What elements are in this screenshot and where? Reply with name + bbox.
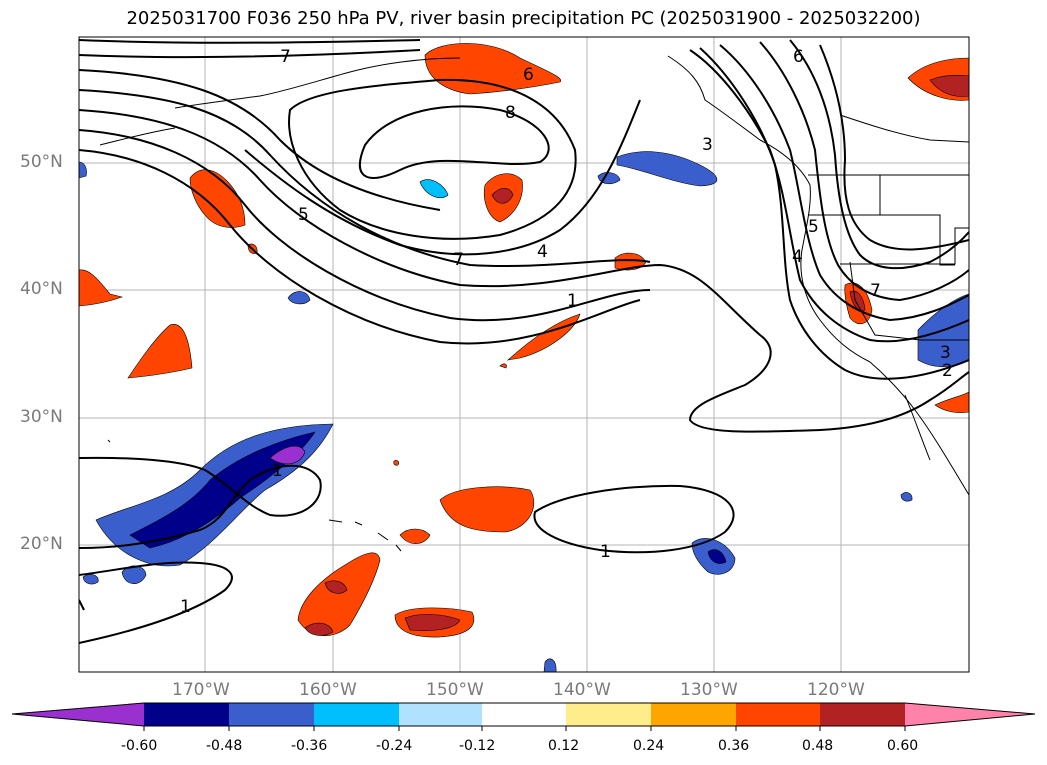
lon-label: 130°W xyxy=(680,680,738,700)
lat-label: 40°N xyxy=(20,279,63,299)
lat-label: 30°N xyxy=(20,407,63,427)
lon-label: 120°W xyxy=(807,680,865,700)
colorbar-tick-label: 0.60 xyxy=(887,738,919,754)
lon-label: 140°W xyxy=(553,680,611,700)
contour-label: 4 xyxy=(537,242,548,262)
contour-label: 3 xyxy=(702,135,713,155)
colorbar-tick-label: 0.24 xyxy=(633,738,665,754)
colorbar-segment xyxy=(229,703,314,726)
positive-precip-regions xyxy=(79,43,969,638)
lat-label: 20°N xyxy=(20,534,63,554)
colorbar-segment xyxy=(566,703,651,726)
contour-label: 7 xyxy=(280,47,291,67)
colorbar-tick-label: -0.24 xyxy=(376,738,413,754)
contour-label: 2 xyxy=(942,361,953,381)
colorbar-extend-high xyxy=(905,703,1035,726)
contour-label: 7 xyxy=(870,281,881,301)
lon-label: 150°W xyxy=(426,680,484,700)
coastlines xyxy=(99,55,969,552)
contour-label: 4 xyxy=(792,247,803,267)
contour-label: 5 xyxy=(808,217,819,237)
contour-label: 1 xyxy=(180,597,191,617)
lon-label: 160°W xyxy=(299,680,357,700)
colorbar-segment xyxy=(314,703,399,726)
contour-label: 6 xyxy=(793,47,804,67)
colorbar-extend-low xyxy=(12,703,144,726)
pv-contours xyxy=(79,39,969,644)
colorbar-tick-label: -0.12 xyxy=(459,738,496,754)
colorbar-segment xyxy=(651,703,736,726)
contour-label: 1 xyxy=(272,461,283,481)
colorbar-tick-label: 0.12 xyxy=(548,738,580,754)
colorbar-tick-label: 0.48 xyxy=(802,738,834,754)
colorbar-tick-label: -0.60 xyxy=(121,738,158,754)
contour-label: 1 xyxy=(600,542,611,562)
contour-label: 3 xyxy=(940,343,951,363)
contour-label: 5 xyxy=(298,205,309,225)
colorbar-segment xyxy=(144,703,229,726)
lat-label: 50°N xyxy=(20,152,63,172)
colorbar-tick-label: -0.48 xyxy=(206,738,243,754)
colorbar-segment xyxy=(482,703,566,726)
contour-label: 7 xyxy=(453,250,464,270)
pv-contour-labels: 7 6 8 5 7 4 1 3 6 5 4 7 3 2 1 1 1 xyxy=(180,47,953,617)
map-title: 2025031700 F036 250 hPa PV, river basin … xyxy=(126,8,921,29)
contour-label: 6 xyxy=(523,65,534,85)
contour-label: 1 xyxy=(567,291,578,311)
colorbar-segment xyxy=(399,703,482,726)
colorbar-tick-label: 0.36 xyxy=(718,738,750,754)
contour-label: 8 xyxy=(505,103,516,123)
colorbar xyxy=(11,702,1036,731)
colorbar-tick-label: -0.36 xyxy=(291,738,328,754)
lon-label: 170°W xyxy=(172,680,230,700)
colorbar-segment xyxy=(736,703,820,726)
map-frame xyxy=(78,36,970,673)
colorbar-segment xyxy=(820,703,905,726)
